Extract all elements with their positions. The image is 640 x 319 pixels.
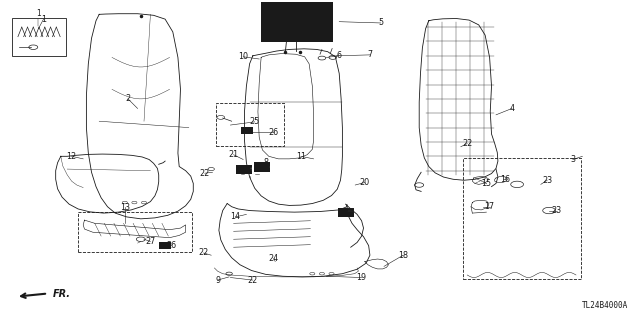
Text: 9: 9	[215, 276, 220, 285]
Text: 11: 11	[296, 152, 306, 161]
Text: TL24B4000A: TL24B4000A	[582, 301, 628, 310]
Text: 25: 25	[250, 117, 260, 126]
Text: 22: 22	[200, 169, 210, 178]
Text: 22: 22	[198, 249, 209, 257]
Text: 26: 26	[166, 241, 177, 250]
Text: 19: 19	[356, 273, 367, 282]
Bar	[12, 18, 66, 56]
Bar	[78, 212, 192, 252]
Text: 3: 3	[570, 155, 575, 164]
Text: 2: 2	[125, 94, 131, 103]
Text: 14: 14	[230, 212, 241, 221]
Text: 27: 27	[145, 237, 156, 246]
Text: FR.: FR.	[52, 289, 70, 299]
Text: 23: 23	[552, 206, 562, 215]
Text: 1: 1	[41, 15, 46, 24]
Text: 1: 1	[36, 9, 41, 18]
Text: 13: 13	[120, 203, 130, 212]
Text: 22: 22	[462, 139, 472, 148]
Text: 18: 18	[398, 251, 408, 260]
Text: 23: 23	[542, 176, 552, 185]
Text: 5: 5	[378, 19, 383, 27]
Text: 8: 8	[263, 158, 268, 167]
Text: 7: 7	[367, 50, 372, 59]
Text: 10: 10	[238, 52, 248, 61]
Text: 6: 6	[337, 51, 342, 60]
Text: 4: 4	[509, 104, 515, 113]
Text: 15: 15	[481, 179, 492, 188]
Bar	[463, 158, 581, 279]
Text: 16: 16	[500, 175, 511, 184]
Text: 24: 24	[269, 254, 279, 263]
Text: 26: 26	[269, 128, 279, 137]
Bar	[216, 103, 284, 146]
Text: 17: 17	[484, 202, 495, 211]
Text: 22: 22	[248, 276, 258, 285]
Text: 12: 12	[67, 152, 77, 161]
Text: 20: 20	[360, 178, 370, 187]
Text: 21: 21	[228, 150, 239, 159]
